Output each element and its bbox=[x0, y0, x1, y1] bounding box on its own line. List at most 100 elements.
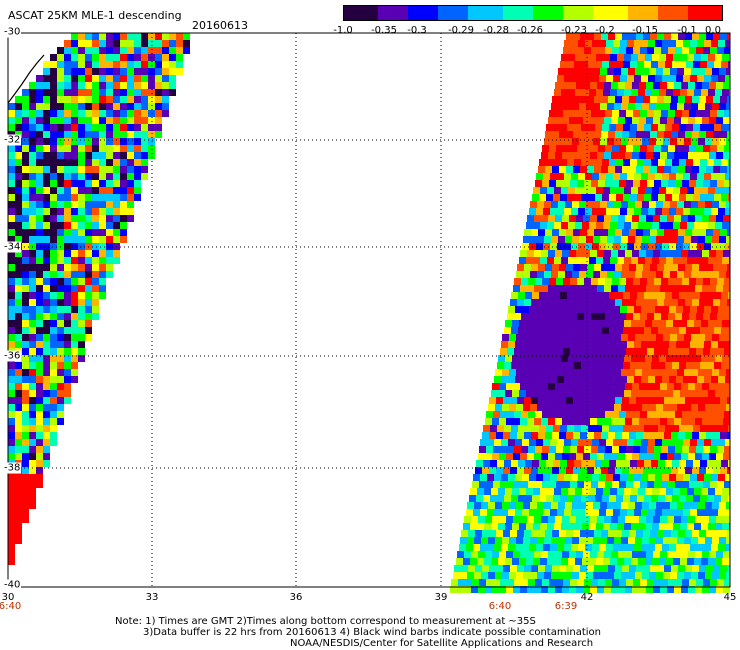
swath-pixel bbox=[113, 61, 120, 68]
swath-pixel bbox=[586, 404, 593, 411]
swath-pixel bbox=[706, 467, 713, 474]
swath-pixel bbox=[682, 411, 689, 418]
swath-pixel bbox=[599, 40, 606, 47]
swath-pixel bbox=[641, 173, 648, 180]
swath-pixel bbox=[556, 145, 563, 152]
swath-pixel bbox=[582, 222, 589, 229]
swath-pixel bbox=[642, 68, 649, 75]
swath-pixel bbox=[585, 341, 592, 348]
swath-pixel bbox=[543, 544, 550, 551]
swath-pixel bbox=[15, 390, 22, 397]
swath-pixel bbox=[78, 117, 85, 124]
swath-pixel bbox=[639, 383, 646, 390]
swath-pixel bbox=[22, 278, 29, 285]
swath-pixel bbox=[8, 173, 15, 180]
swath-pixel bbox=[613, 474, 620, 481]
swath-pixel bbox=[622, 264, 629, 271]
swath-pixel bbox=[713, 166, 720, 173]
swath-pixel bbox=[627, 306, 634, 313]
swath-pixel bbox=[663, 103, 670, 110]
swath-pixel bbox=[632, 117, 639, 124]
swath-pixel bbox=[623, 194, 630, 201]
swath-pixel bbox=[661, 348, 668, 355]
swath-pixel bbox=[64, 348, 71, 355]
swath-pixel bbox=[43, 96, 50, 103]
swath-pixel bbox=[557, 509, 564, 516]
swath-pixel bbox=[609, 61, 616, 68]
swath-pixel bbox=[15, 222, 22, 229]
swath-pixel bbox=[29, 488, 36, 495]
swath-pixel bbox=[502, 572, 509, 579]
swath-pixel bbox=[600, 138, 607, 145]
swath-pixel bbox=[505, 355, 512, 362]
swath-pixel bbox=[531, 565, 538, 572]
swath-pixel bbox=[607, 138, 614, 145]
swath-pixel bbox=[78, 243, 85, 250]
swath-pixel bbox=[134, 47, 141, 54]
swath-pixel bbox=[711, 40, 718, 47]
swath-pixel bbox=[8, 453, 15, 460]
swath-pixel bbox=[527, 250, 534, 257]
swath-pixel bbox=[15, 418, 22, 425]
swath-pixel bbox=[691, 369, 698, 376]
swath-pixel bbox=[574, 327, 581, 334]
swath-pixel bbox=[718, 306, 725, 313]
swath-pixel bbox=[542, 313, 549, 320]
swath-pixel bbox=[627, 173, 634, 180]
swath-pixel bbox=[657, 131, 664, 138]
swath-pixel bbox=[602, 61, 609, 68]
swath-pixel bbox=[571, 40, 578, 47]
swath-pixel bbox=[604, 516, 611, 523]
swath-pixel bbox=[650, 299, 657, 306]
swath-pixel bbox=[127, 194, 134, 201]
swath-pixel bbox=[709, 586, 716, 593]
swath-pixel bbox=[478, 453, 485, 460]
swath-pixel bbox=[22, 488, 29, 495]
swath-pixel bbox=[543, 173, 550, 180]
swath-pixel bbox=[134, 61, 141, 68]
swath-pixel bbox=[8, 341, 15, 348]
swath-pixel bbox=[665, 495, 672, 502]
swath-pixel bbox=[99, 222, 106, 229]
swath-pixel bbox=[691, 271, 698, 278]
swath-pixel bbox=[724, 313, 730, 320]
swath-pixel bbox=[36, 390, 43, 397]
swath-pixel bbox=[702, 117, 709, 124]
swath-pixel bbox=[120, 208, 127, 215]
swath-pixel bbox=[563, 47, 570, 54]
swath-pixel bbox=[57, 369, 64, 376]
swath-pixel bbox=[484, 523, 491, 530]
swath-pixel bbox=[574, 61, 581, 68]
swath-pixel bbox=[528, 411, 535, 418]
swath-pixel bbox=[586, 103, 593, 110]
swath-pixel bbox=[696, 180, 703, 187]
swath-pixel bbox=[598, 110, 605, 117]
swath-pixel bbox=[551, 404, 558, 411]
swath-pixel bbox=[686, 61, 693, 68]
swath-pixel bbox=[29, 418, 36, 425]
swath-pixel bbox=[672, 292, 679, 299]
swath-pixel bbox=[677, 201, 684, 208]
swath-pixel bbox=[634, 306, 641, 313]
swath-pixel bbox=[561, 89, 568, 96]
swath-pixel bbox=[682, 47, 689, 54]
swath-pixel bbox=[531, 229, 538, 236]
swath-pixel bbox=[706, 229, 713, 236]
swath-pixel bbox=[596, 257, 603, 264]
swath-pixel bbox=[625, 586, 632, 593]
swath-pixel bbox=[78, 306, 85, 313]
swath-pixel bbox=[8, 208, 15, 215]
swath-pixel bbox=[594, 229, 601, 236]
swath-pixel bbox=[489, 565, 496, 572]
swath-pixel bbox=[624, 355, 631, 362]
swath-pixel bbox=[589, 320, 596, 327]
swath-pixel bbox=[727, 96, 730, 103]
swath-pixel bbox=[593, 572, 600, 579]
swath-pixel bbox=[99, 166, 106, 173]
swath-pixel bbox=[64, 285, 71, 292]
swath-pixel bbox=[589, 257, 596, 264]
swath-pixel bbox=[627, 208, 634, 215]
swath-pixel bbox=[78, 82, 85, 89]
swath-pixel bbox=[562, 215, 569, 222]
swath-pixel bbox=[148, 117, 155, 124]
